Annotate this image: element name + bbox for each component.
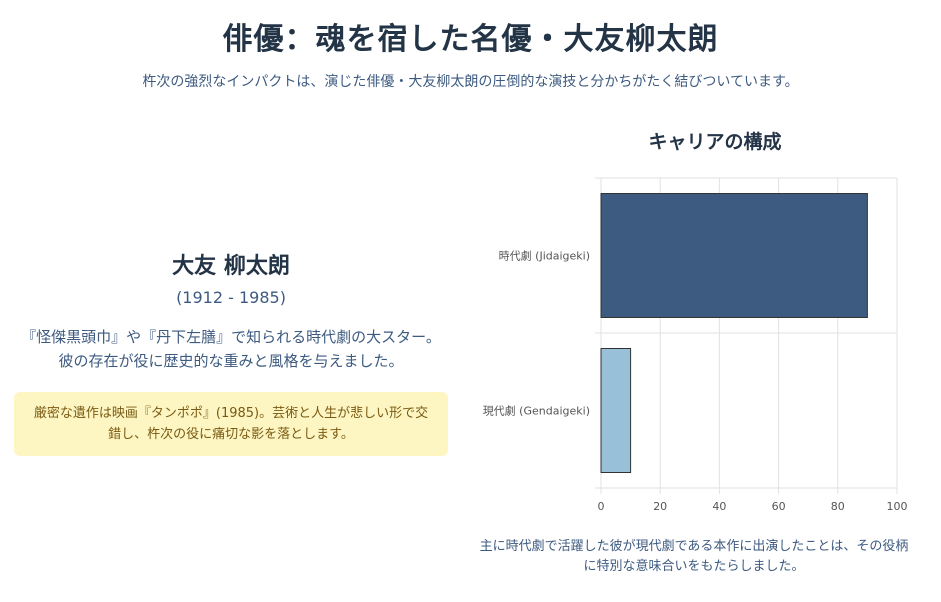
x-tick-label-0: 0 <box>598 500 605 513</box>
actor-profile: 大友 柳太朗 (1912 - 1985) 『怪傑黒頭巾』や『丹下左膳』で知られる… <box>14 248 448 456</box>
career-bar-chart: 時代劇 (Jidaigeki) 現代劇 (Gendaigeki) 0 20 40 60 80… <box>483 177 908 513</box>
bar-0 <box>600 193 868 318</box>
actor-description: 『怪傑黒頭巾』や『丹下左膳』で知られる時代劇の大スター。彼の存在が役に歴史的な重… <box>21 328 441 370</box>
x-tick-label-3: 60 <box>772 500 786 513</box>
actor-name: 大友 柳太朗 <box>172 254 290 279</box>
actor-years: (1912 - 1985) <box>176 288 286 307</box>
x-tick-label-5: 100 <box>887 500 908 513</box>
page-subtitle: 杵次の強烈なインパクトは、演じた俳優・大友柳太朗の圧倒的な演技と分かちがたく結び… <box>142 74 799 90</box>
page-title: 俳優：魂を宿した名優・大友柳太朗 <box>222 22 719 57</box>
category-label-1: 現代劇 (Gendaigeki) <box>483 404 590 418</box>
x-tick-label-1: 20 <box>653 500 667 513</box>
chart-caption: 主に時代劇で活躍した彼が現代劇である本作に出演したことは、その役柄に特別な意味合… <box>479 539 909 574</box>
x-tick-label-2: 40 <box>712 500 726 513</box>
x-tick-label-4: 80 <box>831 500 845 513</box>
bar-1 <box>600 348 632 473</box>
category-label-0: 時代劇 (Jidaigeki) <box>499 249 590 263</box>
final-work-note: 厳密な遺作は映画『タンポポ』(1985)。芸術と人生が悲しい形で交錯し、杵次の役… <box>14 392 448 456</box>
chart-title: キャリアの構成 <box>648 131 782 153</box>
